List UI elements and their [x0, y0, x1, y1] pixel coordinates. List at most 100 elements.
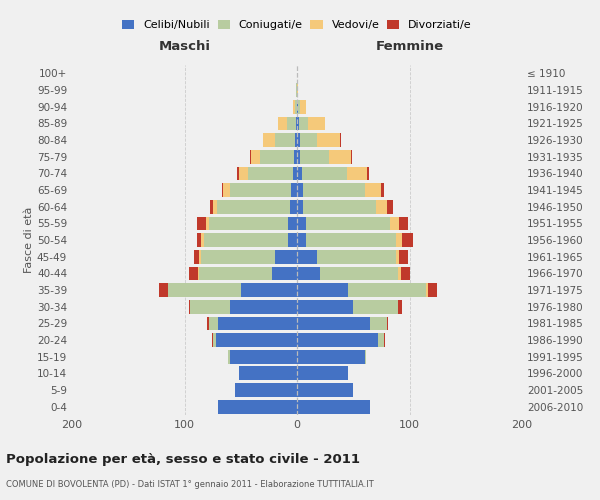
Bar — [320, 266, 398, 280]
Bar — [202, 250, 275, 264]
Bar — [400, 216, 409, 230]
Bar — [340, 133, 341, 147]
Bar — [209, 316, 218, 330]
Bar — [209, 216, 288, 230]
Bar — [347, 166, 367, 180]
Bar — [427, 283, 437, 297]
Bar — [238, 166, 239, 180]
Bar — [301, 100, 306, 114]
Bar — [382, 183, 383, 197]
Bar — [248, 166, 293, 180]
Bar — [301, 133, 317, 147]
Bar — [193, 250, 199, 264]
Bar — [221, 183, 223, 197]
Bar — [190, 300, 229, 314]
Bar — [297, 300, 353, 314]
Bar — [197, 233, 202, 247]
Bar — [189, 266, 198, 280]
Bar — [401, 233, 413, 247]
Bar — [203, 233, 288, 247]
Bar — [308, 116, 325, 130]
Bar — [297, 283, 347, 297]
Bar — [216, 333, 297, 347]
Bar — [297, 200, 302, 213]
Bar — [302, 166, 347, 180]
Bar — [293, 166, 297, 180]
Bar — [297, 83, 298, 97]
Bar — [217, 200, 290, 213]
Bar — [251, 150, 260, 164]
Bar — [302, 200, 376, 213]
Bar — [329, 150, 351, 164]
Bar — [297, 400, 370, 413]
Bar — [297, 233, 306, 247]
Bar — [378, 333, 383, 347]
Bar — [297, 216, 306, 230]
Bar — [275, 133, 295, 147]
Bar — [297, 366, 347, 380]
Legend: Celibi/Nubili, Coniugati/e, Vedovi/e, Divorziati/e: Celibi/Nubili, Coniugati/e, Vedovi/e, Di… — [122, 20, 472, 30]
Bar — [272, 266, 297, 280]
Bar — [297, 350, 365, 364]
Bar — [241, 283, 297, 297]
Bar — [297, 316, 370, 330]
Bar — [297, 333, 378, 347]
Bar — [301, 150, 329, 164]
Bar — [387, 200, 392, 213]
Bar — [306, 233, 396, 247]
Bar — [367, 166, 369, 180]
Text: Femmine: Femmine — [376, 40, 443, 54]
Bar — [351, 150, 352, 164]
Bar — [401, 266, 409, 280]
Bar — [347, 283, 427, 297]
Bar — [167, 283, 241, 297]
Bar — [353, 300, 398, 314]
Bar — [297, 183, 302, 197]
Bar — [212, 333, 216, 347]
Bar — [229, 350, 297, 364]
Bar — [288, 233, 297, 247]
Bar — [250, 150, 251, 164]
Bar — [298, 100, 301, 114]
Bar — [278, 116, 287, 130]
Bar — [317, 133, 340, 147]
Bar — [218, 316, 297, 330]
Bar — [365, 183, 382, 197]
Bar — [297, 250, 317, 264]
Bar — [297, 100, 298, 114]
Bar — [370, 316, 387, 330]
Bar — [158, 283, 167, 297]
Bar — [297, 166, 302, 180]
Bar — [317, 250, 396, 264]
Bar — [391, 216, 400, 230]
Bar — [239, 166, 248, 180]
Bar — [287, 116, 296, 130]
Bar — [198, 266, 199, 280]
Bar — [218, 400, 297, 413]
Bar — [295, 133, 297, 147]
Bar — [387, 316, 388, 330]
Bar — [235, 383, 297, 397]
Bar — [223, 183, 229, 197]
Bar — [288, 216, 297, 230]
Bar — [398, 300, 401, 314]
Bar — [302, 183, 365, 197]
Bar — [206, 216, 209, 230]
Bar — [211, 200, 212, 213]
Bar — [396, 250, 400, 264]
Bar — [296, 83, 297, 97]
Bar — [212, 200, 217, 213]
Bar — [383, 333, 385, 347]
Bar — [297, 266, 320, 280]
Bar — [199, 266, 272, 280]
Bar — [400, 250, 409, 264]
Bar — [260, 150, 293, 164]
Bar — [229, 183, 292, 197]
Text: Popolazione per età, sesso e stato civile - 2011: Popolazione per età, sesso e stato civil… — [6, 452, 360, 466]
Bar — [292, 183, 297, 197]
Bar — [189, 300, 190, 314]
Bar — [293, 100, 295, 114]
Text: Maschi: Maschi — [158, 40, 211, 54]
Bar — [239, 366, 297, 380]
Text: COMUNE DI BOVOLENTA (PD) - Dati ISTAT 1° gennaio 2011 - Elaborazione TUTTITALIA.: COMUNE DI BOVOLENTA (PD) - Dati ISTAT 1°… — [6, 480, 374, 489]
